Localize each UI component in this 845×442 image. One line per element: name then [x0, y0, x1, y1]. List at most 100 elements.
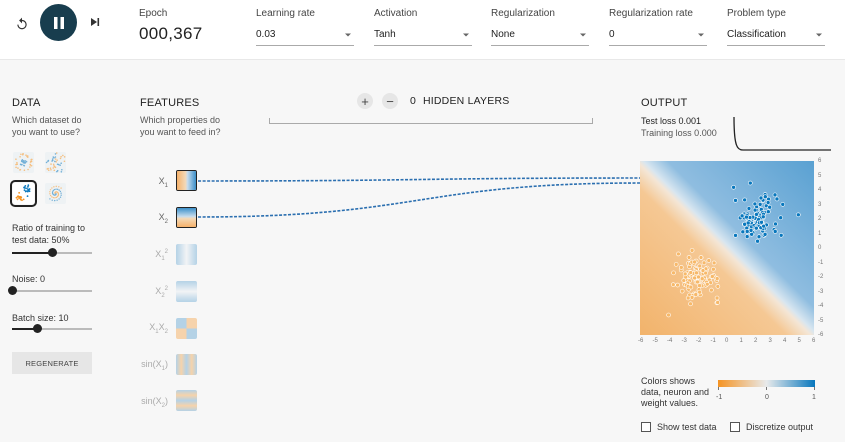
thumb-point — [60, 170, 63, 173]
feature-x1x2-node[interactable] — [176, 318, 197, 339]
thumb-point — [60, 192, 62, 194]
regularization-field: Regularization None — [491, 8, 589, 46]
noise-slider-thumb[interactable] — [8, 286, 17, 295]
thumb-point — [57, 192, 60, 195]
learning-rate-select[interactable]: 0.03 — [256, 26, 354, 46]
legend-line3: weight values. — [641, 398, 699, 408]
data-point-positive — [742, 197, 747, 203]
data-point-positive — [757, 202, 763, 207]
add-layer-button[interactable]: + — [357, 93, 373, 109]
thumb-point — [16, 161, 18, 164]
thumb-point — [56, 170, 58, 173]
remove-layer-button[interactable]: − — [382, 93, 398, 109]
data-point-positive — [756, 234, 762, 239]
legend-line1: Colors shows — [641, 376, 696, 386]
feature-x2-squared-node[interactable] — [176, 281, 197, 302]
feature-x1x2-label: X1X2 — [149, 322, 168, 335]
show-test-data-checkbox[interactable]: Show test data — [641, 422, 717, 432]
feature-x2sq-sup: 2 — [164, 286, 168, 292]
batch-slider-thumb[interactable] — [32, 324, 42, 333]
activation-select[interactable]: Tanh — [374, 26, 472, 46]
noise-slider[interactable] — [8, 286, 92, 296]
activation-label: Activation — [374, 8, 418, 19]
thumb-point — [58, 198, 60, 200]
feature-x2-node[interactable] — [176, 207, 197, 228]
data-point-negative — [694, 270, 699, 276]
data-point-negative — [701, 260, 707, 266]
feature-x1sq-label: X12 — [155, 249, 168, 262]
feature-x1-node[interactable] — [176, 170, 197, 191]
y-tick-label: 6 — [818, 158, 822, 164]
thumb-point — [49, 198, 51, 200]
data-point-positive — [761, 223, 766, 229]
thumb-point — [49, 194, 52, 197]
dataset-xor[interactable] — [45, 152, 66, 173]
data-point-positive — [772, 192, 778, 198]
show-test-data-box[interactable] — [641, 422, 651, 432]
data-point-positive — [752, 201, 758, 207]
reset-button[interactable] — [12, 14, 32, 34]
thumb-point — [60, 155, 62, 158]
feature-sinx1-sub: 1 — [161, 365, 165, 372]
discretize-output-box[interactable] — [730, 422, 740, 432]
thumb-point — [15, 196, 18, 199]
data-point-positive — [744, 234, 750, 239]
output-heatmap — [640, 161, 814, 335]
thumb-point — [58, 189, 60, 191]
thumb-point — [51, 187, 53, 189]
legend-gradient — [718, 380, 815, 387]
ratio-slider-thumb[interactable] — [48, 248, 57, 257]
feature-x1-squared-node[interactable] — [176, 244, 197, 265]
data-point-negative — [675, 282, 680, 288]
data-point-positive — [774, 196, 780, 202]
thumb-point — [49, 191, 51, 193]
link-x2-output — [197, 182, 641, 218]
regularization-rate-select[interactable]: 0 — [609, 26, 707, 46]
data-point-negative — [689, 248, 695, 253]
features-title: FEATURES — [140, 97, 200, 109]
thumb-point — [56, 163, 59, 166]
data-point-negative — [697, 263, 703, 269]
step-button[interactable] — [87, 14, 103, 30]
step-forward-icon — [91, 18, 100, 26]
regularization-select[interactable]: None — [491, 26, 589, 46]
thumb-point — [16, 195, 19, 198]
data-point-positive — [780, 202, 786, 207]
y-tick-label: 0 — [818, 245, 822, 251]
y-tick-label: 4 — [818, 187, 822, 193]
batch-size-slider[interactable] — [12, 324, 92, 334]
feature-x2sq-label: X22 — [155, 286, 168, 299]
data-point-positive — [731, 185, 736, 190]
data-point-positive — [754, 212, 759, 217]
ratio-slider-fill — [12, 252, 52, 254]
feature-x1x2-sub-a: 1 — [155, 328, 159, 335]
feature-sin-x1-node[interactable] — [176, 354, 197, 375]
data-point-negative — [686, 255, 692, 260]
data-point-negative — [692, 275, 697, 281]
pause-button[interactable] — [40, 4, 77, 41]
thumb-point — [47, 169, 50, 172]
thumb-point — [23, 186, 26, 189]
thumb-point — [52, 167, 55, 169]
loss-curve-line — [733, 116, 831, 151]
thumb-point — [19, 198, 22, 201]
regenerate-button[interactable]: REGENERATE — [12, 352, 92, 374]
data-point-positive — [772, 229, 778, 234]
y-tick-label: 5 — [818, 172, 822, 179]
y-tick-label: -3 — [818, 288, 824, 295]
dataset-spiral[interactable] — [45, 183, 66, 204]
thumb-point — [62, 154, 64, 157]
output-decision-surface — [640, 161, 814, 335]
discretize-output-label: Discretize output — [746, 422, 814, 432]
epoch-label: Epoch — [139, 8, 168, 19]
discretize-output-checkbox[interactable]: Discretize output — [730, 422, 813, 432]
problem-type-select[interactable]: Classification — [727, 26, 825, 46]
data-point-negative — [697, 283, 702, 288]
features-subtitle-line2: you want to feed in? — [140, 127, 221, 137]
dataset-gaussian[interactable] — [10, 180, 37, 207]
ratio-slider[interactable] — [12, 248, 92, 258]
epoch-field: Epoch 000,367 — [139, 8, 203, 44]
dataset-circle[interactable] — [13, 152, 34, 173]
data-point-negative — [698, 255, 704, 260]
feature-sin-x2-node[interactable] — [176, 390, 197, 411]
